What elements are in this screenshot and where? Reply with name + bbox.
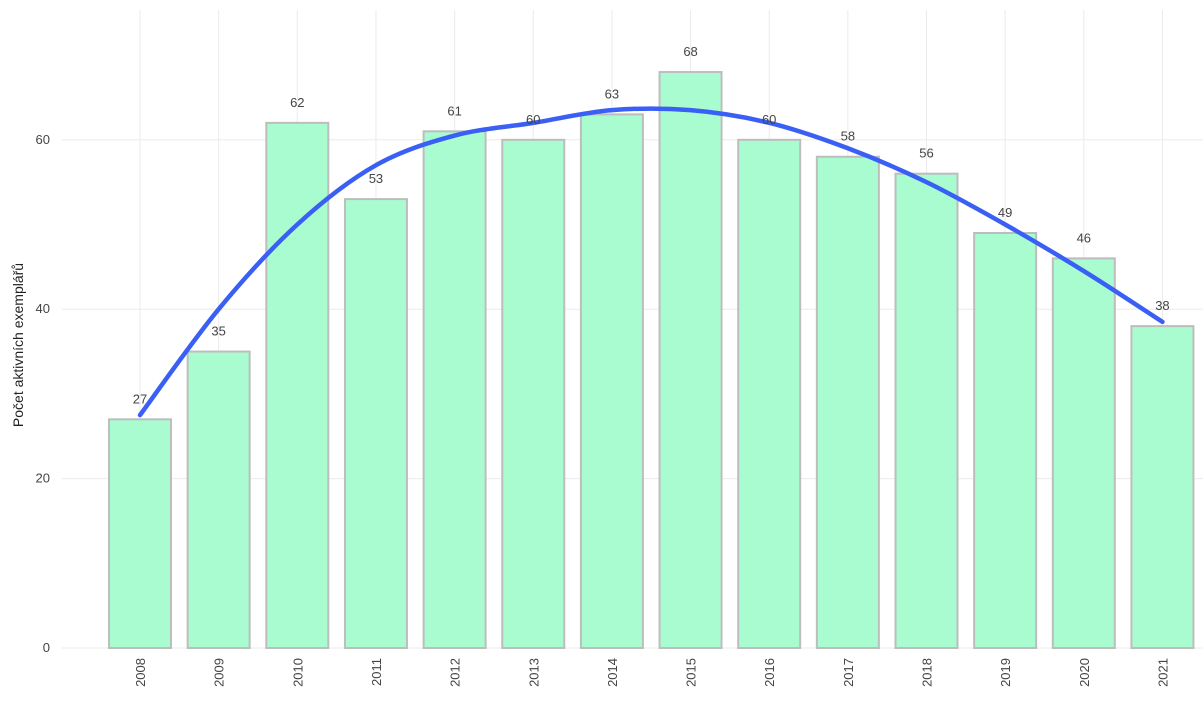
bar-2012: [424, 131, 486, 648]
y-tick-label: 0: [43, 640, 50, 655]
x-tick-label: 2019: [998, 658, 1013, 687]
x-tick-label: 2014: [605, 658, 620, 687]
x-tick-label: 2021: [1155, 658, 1170, 687]
x-tick-label: 2009: [212, 658, 227, 687]
data-label-2011: 53: [369, 171, 383, 186]
x-tick-label: 2017: [841, 658, 856, 687]
data-label-2015: 68: [683, 44, 697, 59]
y-tick-label: 20: [36, 471, 50, 486]
bar-2009: [188, 352, 250, 648]
x-tick-label: 2020: [1077, 658, 1092, 687]
x-tick-label: 2015: [684, 658, 699, 687]
data-label-2013: 60: [526, 112, 540, 127]
bar-2008: [109, 419, 171, 648]
x-tick-label: 2008: [133, 658, 148, 687]
data-label-2014: 63: [605, 86, 619, 101]
x-tick-label: 2012: [448, 658, 463, 687]
x-tick-label: 2016: [762, 658, 777, 687]
bar-2016: [738, 140, 800, 648]
x-tick-label: 2010: [290, 658, 305, 687]
x-tick-label: 2018: [920, 658, 935, 687]
data-label-2016: 60: [762, 112, 776, 127]
data-label-2009: 35: [211, 324, 225, 339]
y-axis-title: Počet aktivních exemplářů: [10, 263, 26, 427]
y-axis-ticks: 0 20 40 60: [36, 132, 50, 655]
y-tick-label: 60: [36, 132, 50, 147]
data-label-2020: 46: [1077, 230, 1091, 245]
x-axis-ticks: 2008 2009 2010 2011 2012 2013 2014 2015 2016 2017…: [133, 658, 1170, 687]
data-label-2018: 56: [919, 146, 933, 161]
bars: [109, 72, 1193, 648]
data-label-2017: 58: [841, 129, 855, 144]
y-tick-label: 40: [36, 301, 50, 316]
bar-2015: [660, 72, 722, 648]
bar-2014: [581, 114, 643, 648]
bar-2010: [266, 123, 328, 648]
bar-2020: [1053, 258, 1115, 648]
x-tick-label: 2013: [526, 658, 541, 687]
data-label-2021: 38: [1155, 298, 1169, 313]
x-tick-label: 2011: [369, 658, 384, 686]
data-label-2008: 27: [133, 391, 147, 406]
data-label-2012: 61: [447, 103, 461, 118]
data-label-2019: 49: [998, 205, 1012, 220]
bar-2013: [502, 140, 564, 648]
bar-2017: [817, 157, 879, 648]
bar-2019: [974, 233, 1036, 648]
bar-2018: [896, 174, 958, 648]
bar-2011: [345, 199, 407, 648]
data-label-2010: 62: [290, 95, 304, 110]
bar-2021: [1131, 326, 1193, 648]
